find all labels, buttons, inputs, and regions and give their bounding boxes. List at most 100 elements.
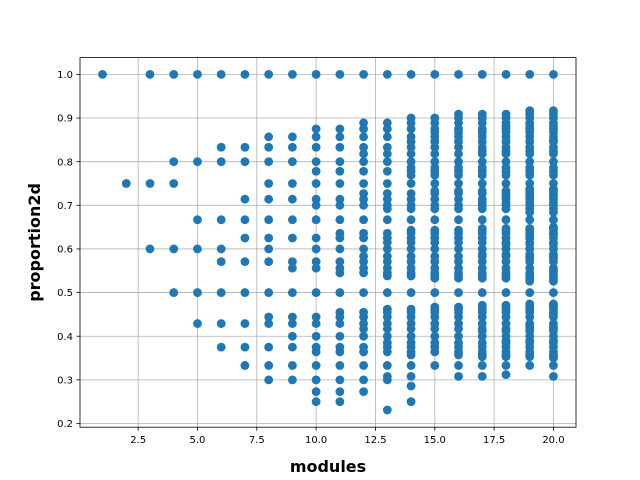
data-point (311, 166, 321, 176)
data-point (454, 170, 463, 180)
data-point (454, 361, 463, 370)
data-point (406, 124, 416, 134)
data-point (264, 319, 274, 328)
data-point (406, 179, 416, 188)
y-tick-label: 0.3 (57, 375, 73, 386)
data-point (359, 288, 368, 297)
data-point (501, 273, 511, 283)
data-point (311, 331, 321, 341)
y-tick-label: 0.8 (57, 157, 73, 168)
data-point (430, 118, 440, 128)
data-point (240, 361, 250, 370)
data-point (311, 257, 321, 266)
data-point (501, 361, 511, 370)
data-point (406, 238, 416, 247)
data-point (288, 157, 297, 167)
data-point (311, 361, 321, 370)
data-point (264, 132, 274, 142)
data-point (169, 157, 179, 167)
data-point (454, 273, 463, 283)
data-point (501, 215, 511, 225)
data-point (430, 288, 440, 297)
data-point (454, 257, 463, 266)
data-point (454, 149, 463, 159)
data-point (525, 215, 535, 225)
data-point (311, 157, 321, 167)
data-point (406, 312, 416, 322)
data-point (382, 142, 392, 152)
data-point (264, 312, 274, 322)
data-point (288, 194, 297, 204)
data-point (477, 273, 487, 283)
data-point (359, 312, 368, 322)
data-point (382, 215, 392, 225)
data-point (288, 288, 297, 297)
data-point (264, 70, 274, 79)
data-point (549, 157, 558, 167)
data-point (525, 170, 535, 180)
data-point (359, 331, 368, 341)
data-point (382, 331, 392, 341)
data-point (359, 118, 368, 128)
data-point (382, 132, 392, 142)
data-point (288, 312, 297, 322)
data-point (359, 149, 368, 159)
data-point (454, 194, 463, 204)
data-point (477, 312, 487, 322)
y-tick-label: 0.4 (57, 332, 73, 343)
data-point (454, 70, 463, 79)
data-point (382, 347, 392, 357)
data-point (406, 204, 416, 214)
data-point (525, 207, 535, 217)
data-point (454, 157, 463, 167)
data-point (549, 257, 558, 266)
data-point (169, 244, 179, 254)
data-point (406, 331, 416, 341)
y-tick-label: 0.6 (57, 245, 73, 256)
data-point (454, 288, 463, 297)
data-point (382, 194, 392, 204)
data-point (359, 70, 368, 79)
data-point (193, 157, 202, 167)
data-point (240, 194, 250, 204)
data-point (311, 70, 321, 79)
data-point (264, 215, 274, 225)
data-point (477, 70, 487, 79)
data-point (382, 238, 392, 247)
data-point (216, 257, 226, 266)
data-point (335, 244, 345, 254)
data-point (501, 204, 511, 214)
data-point (240, 342, 250, 352)
data-point (288, 375, 297, 385)
data-point (121, 179, 131, 188)
data-point (216, 244, 226, 254)
data-point (359, 179, 368, 188)
data-point (501, 70, 511, 79)
data-point (193, 319, 202, 328)
data-point (216, 342, 226, 352)
data-point (382, 124, 392, 134)
data-point (525, 157, 535, 167)
x-tick-label: 5.0 (190, 435, 206, 446)
x-tick-label: 7.5 (249, 435, 265, 446)
data-point (359, 268, 368, 278)
data-point (406, 244, 416, 254)
data-point (406, 324, 416, 334)
data-point (454, 350, 463, 360)
data-point (335, 200, 345, 210)
data-point (501, 370, 511, 380)
data-point (454, 179, 463, 188)
data-point (430, 204, 440, 214)
data-point (454, 324, 463, 334)
data-point (549, 215, 558, 225)
data-point (430, 194, 440, 204)
data-point (335, 319, 345, 328)
data-point (525, 352, 535, 362)
data-point (477, 352, 487, 362)
data-point (264, 233, 274, 243)
data-point (311, 215, 321, 225)
data-point (335, 331, 345, 341)
data-point (549, 371, 558, 381)
data-point (406, 194, 416, 204)
data-point (264, 179, 274, 188)
